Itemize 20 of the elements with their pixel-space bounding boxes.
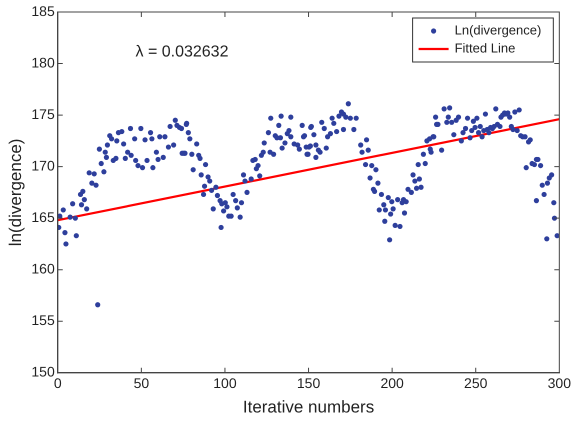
legend-label: Ln(divergence) [454,22,542,38]
x-tick-label: 0 [54,375,62,392]
x-tick-label: 100 [213,375,237,392]
y-tick-label: 160 [31,260,55,277]
y-tick-label: 150 [31,364,55,380]
x-axis-title: Iterative numbers [242,397,374,416]
y-axis-title: ln(divergence) [6,138,25,246]
y-tick-label: 180 [31,54,55,70]
y-tick-label: 155 [31,312,55,328]
x-tick-label: 250 [464,375,488,392]
x-tick-label: 300 [548,375,572,392]
y-tick-label: 170 [31,157,55,174]
annotation: λ = 0.032632 [136,43,229,60]
x-tick-label: 150 [296,375,320,392]
y-tick-label: 165 [31,209,55,226]
legend-label: Fitted Line [454,40,516,56]
y-tick-label: 185 [31,2,55,19]
x-tick-label: 50 [134,375,150,392]
y-tick-label: 175 [31,106,55,122]
x-tick-label: 200 [380,375,404,392]
